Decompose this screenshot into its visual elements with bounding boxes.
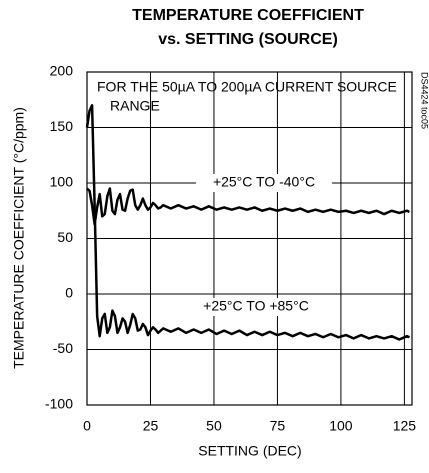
x-axis-label: SETTING (DEC) (198, 443, 301, 459)
plot-frame (86, 71, 413, 406)
x-tick-label: 25 (143, 418, 159, 434)
x-tick-label: 100 (329, 418, 353, 434)
annotation: FOR THE 50µA TO 200µA CURRENT SOURCE (97, 79, 397, 95)
x-tick-label: 0 (83, 418, 91, 434)
figure-code: DS4424 toc05 (420, 72, 429, 129)
y-tick-label: 100 (50, 174, 74, 190)
annotation-bg (188, 298, 324, 316)
series-line (85, 104, 410, 341)
annotation: +25°C TO +85°C (203, 298, 309, 314)
annotation: +25°C TO -40°C (213, 174, 315, 190)
y-tick-label: 50 (57, 229, 73, 245)
series-line (86, 187, 410, 226)
y-tick-label: -50 (53, 340, 73, 356)
y-axis-label: TEMPERATURE COEFFICIENT (°C/ppm) (11, 107, 27, 369)
x-tick-label: 50 (206, 418, 222, 434)
annotation-bg (196, 174, 332, 192)
y-tick-label: 0 (65, 285, 73, 301)
chart-title: TEMPERATURE COEFFICIENT (132, 7, 364, 24)
y-tick-label: 150 (50, 118, 74, 134)
y-tick-label: -100 (45, 396, 73, 412)
annotation: RANGE (110, 98, 160, 114)
x-tick-label: 125 (393, 418, 417, 434)
chart-subtitle: vs. SETTING (SOURCE) (158, 31, 338, 48)
y-tick-label: 200 (50, 63, 74, 79)
x-tick-label: 75 (270, 418, 286, 434)
